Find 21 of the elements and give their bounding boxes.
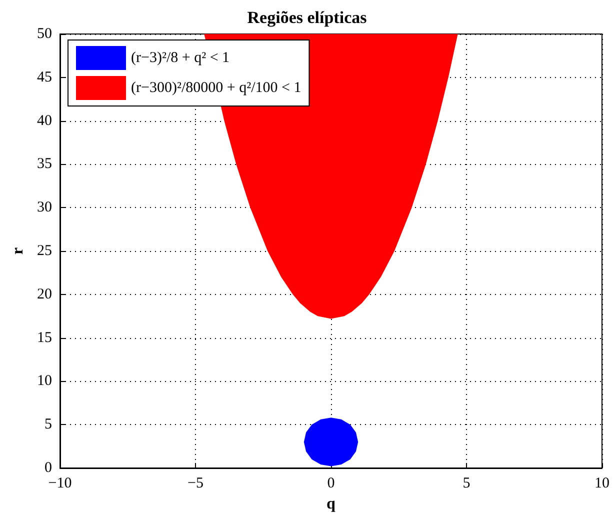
x-tick-label: −5 — [188, 476, 204, 492]
y-tick-label: 0 — [44, 460, 52, 476]
y-tick-label: 5 — [44, 416, 52, 433]
x-tick-label: 0 — [327, 476, 335, 492]
legend-label: (r−3)²/8 + q² < 1 — [131, 50, 230, 66]
y-tick-label: 50 — [37, 26, 52, 42]
y-tick-label: 40 — [37, 112, 52, 129]
x-tick-label: 10 — [594, 476, 610, 492]
y-tick-label: 10 — [37, 373, 52, 390]
chart-title: Regiões elípticas — [247, 8, 368, 27]
y-tick-label: 15 — [37, 330, 52, 346]
y-tick-label: 25 — [37, 243, 52, 259]
y-tick-label: 30 — [37, 200, 52, 216]
y-tick-label: 45 — [37, 69, 52, 86]
y-tick-label: 20 — [37, 286, 52, 302]
x-tick-label: 5 — [462, 476, 470, 492]
y-tick-label: 35 — [37, 156, 52, 172]
y-axis-title: r — [10, 247, 26, 255]
legend-label: (r−300)²/80000 + q²/100 < 1 — [131, 80, 302, 96]
x-axis-title: q — [326, 495, 336, 512]
x-tick-label: −10 — [48, 476, 72, 492]
